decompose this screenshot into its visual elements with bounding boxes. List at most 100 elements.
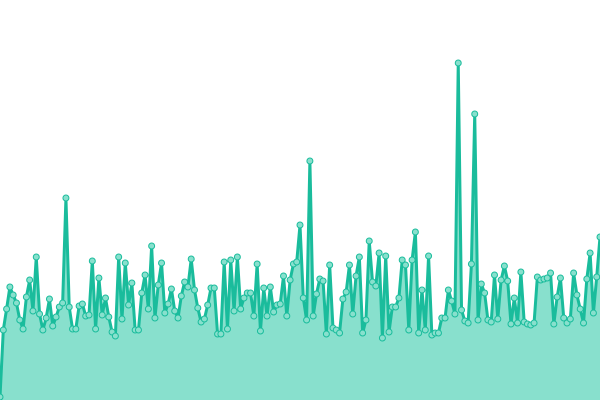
data-point — [517, 268, 525, 276]
data-point — [434, 329, 442, 337]
data-point — [194, 304, 202, 312]
data-point — [444, 286, 452, 294]
data-point — [514, 319, 522, 327]
data-point — [583, 275, 591, 283]
data-point — [382, 252, 390, 260]
data-point — [286, 276, 294, 284]
data-point — [138, 289, 146, 297]
data-point — [441, 314, 449, 322]
data-point — [474, 316, 482, 324]
data-point — [164, 300, 172, 308]
data-point — [266, 283, 274, 291]
data-point — [573, 291, 581, 299]
data-point — [134, 326, 142, 334]
data-point — [362, 316, 370, 324]
data-point — [550, 320, 558, 328]
data-point — [500, 262, 508, 270]
data-point — [85, 311, 93, 319]
data-point — [95, 274, 103, 282]
data-point — [355, 253, 363, 261]
data-point — [29, 307, 37, 315]
data-point — [398, 256, 406, 264]
data-point — [256, 327, 264, 335]
data-point — [481, 289, 489, 297]
data-point — [411, 228, 419, 236]
data-point — [9, 291, 17, 299]
data-point — [580, 319, 588, 327]
data-point — [6, 283, 14, 291]
data-point — [296, 221, 304, 229]
data-point — [88, 257, 96, 265]
data-point — [92, 325, 100, 333]
data-point — [177, 292, 185, 300]
data-point — [425, 252, 433, 260]
data-point — [0, 326, 7, 334]
data-point — [223, 325, 231, 333]
data-point — [283, 312, 291, 320]
data-point — [306, 157, 314, 165]
data-point — [395, 294, 403, 302]
data-point — [303, 316, 311, 324]
data-point — [144, 305, 152, 313]
data-point — [359, 329, 367, 337]
data-point — [250, 312, 258, 320]
data-point — [22, 293, 30, 301]
data-point — [392, 303, 400, 311]
data-point — [45, 295, 53, 303]
data-point — [237, 305, 245, 313]
data-point — [477, 280, 485, 288]
data-point — [312, 290, 320, 298]
data-point — [378, 334, 386, 342]
data-point — [19, 325, 27, 333]
data-point — [167, 285, 175, 293]
data-point — [105, 313, 113, 321]
data-point — [345, 261, 353, 269]
data-point — [184, 283, 192, 291]
data-point — [576, 305, 584, 313]
data-point — [418, 286, 426, 294]
data-point — [543, 274, 551, 282]
data-point — [78, 300, 86, 308]
data-point — [26, 276, 34, 284]
data-point — [547, 269, 555, 277]
data-point — [12, 299, 20, 307]
data-point — [36, 310, 44, 318]
data-point — [280, 272, 288, 280]
data-point — [59, 299, 67, 307]
data-point — [589, 309, 597, 317]
data-point — [101, 294, 109, 302]
data-point — [570, 269, 578, 277]
data-point — [408, 256, 416, 264]
data-point — [405, 326, 413, 334]
data-point — [299, 294, 307, 302]
data-point — [204, 301, 212, 309]
data-point — [191, 286, 199, 294]
data-point — [596, 233, 600, 241]
data-point — [365, 237, 373, 245]
data-point — [210, 284, 218, 292]
data-point — [593, 273, 600, 281]
data-point — [401, 261, 409, 269]
data-point — [65, 303, 73, 311]
data-point — [49, 322, 57, 330]
data-point — [491, 271, 499, 279]
data-point — [39, 326, 47, 334]
data-point — [171, 307, 179, 315]
data-point — [464, 319, 472, 327]
data-point — [530, 319, 538, 327]
data-point — [154, 281, 162, 289]
data-point — [451, 310, 459, 318]
data-point — [141, 271, 149, 279]
data-point — [62, 194, 70, 202]
data-point — [181, 278, 189, 286]
data-point — [326, 261, 334, 269]
data-point — [247, 289, 255, 297]
data-point — [504, 277, 512, 285]
data-point — [118, 315, 126, 323]
data-point — [336, 329, 344, 337]
data-point — [372, 282, 380, 290]
data-point — [415, 329, 423, 337]
data-point — [556, 274, 564, 282]
data-point — [148, 242, 156, 250]
